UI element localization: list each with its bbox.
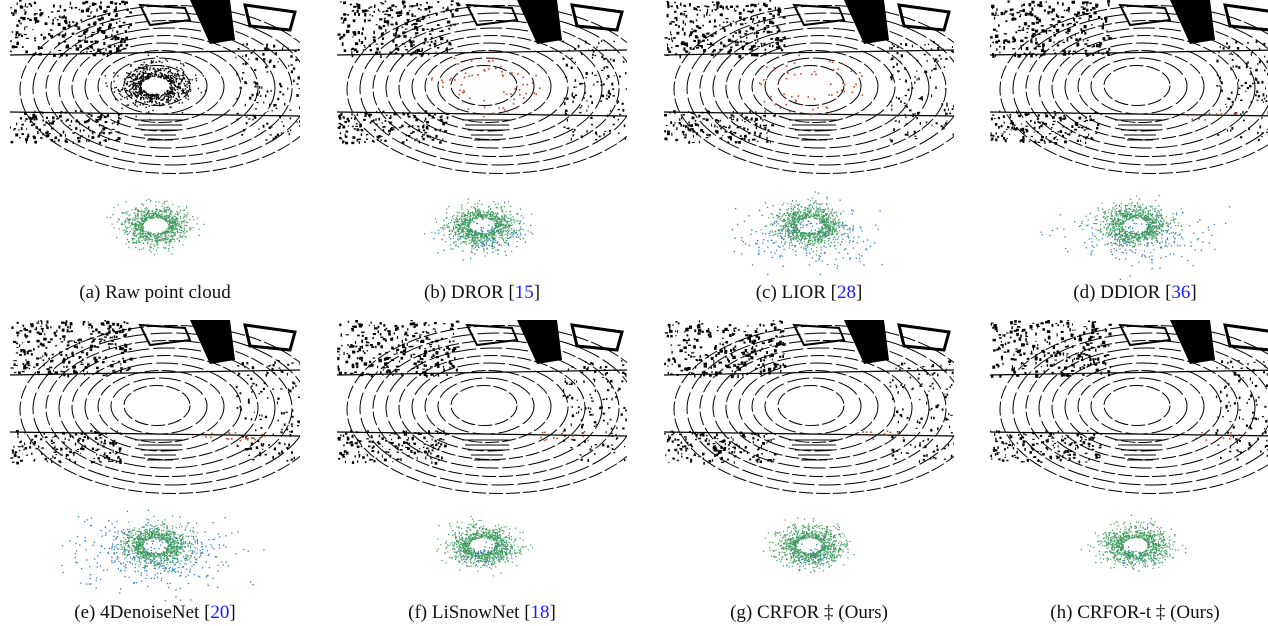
figure-panel: (g) CRFOR ‡ (Ours) <box>664 320 954 626</box>
scene-structure <box>664 0 954 174</box>
figure-panel: (e) 4DenoiseNet [20] <box>10 320 300 626</box>
point-cloud-plot <box>990 320 1268 605</box>
snow-points <box>1081 515 1187 572</box>
scene-structure <box>990 0 1268 174</box>
figure-panel: (h) CRFOR-t ‡ (Ours) <box>990 320 1268 626</box>
citation-link[interactable]: 36 <box>1171 282 1190 303</box>
citation-link[interactable]: 28 <box>837 282 856 303</box>
caption-letter: (d) <box>1073 282 1095 303</box>
snow-points <box>1082 195 1184 253</box>
noise-points <box>424 213 533 260</box>
point-cloud-plot <box>664 0 954 285</box>
figure-panel: (d) DDIOR [36] <box>990 0 1268 306</box>
point-cloud-plot <box>337 0 627 285</box>
point-cloud-plot <box>10 0 300 285</box>
snow-points <box>763 517 855 572</box>
snow-points <box>436 516 533 577</box>
snow-points <box>761 191 855 256</box>
figure-panel: (b) DROR [15] <box>337 0 627 306</box>
caption-method: Raw point cloud <box>105 282 231 303</box>
panel-caption: (h) CRFOR-t ‡ (Ours) <box>990 602 1268 624</box>
figure-panel: (f) LiSnowNet [18] <box>337 320 627 626</box>
removed-points <box>759 55 863 116</box>
citation-link[interactable]: 15 <box>515 282 534 303</box>
panel-caption: (d) DDIOR [36] <box>990 282 1268 304</box>
caption-method: DDIOR <box>1100 282 1160 303</box>
scene-structure <box>990 320 1268 494</box>
panel-caption: (g) CRFOR ‡ (Ours) <box>664 602 954 624</box>
caption-letter: (c) <box>756 282 777 303</box>
panel-caption: (b) DROR [15] <box>337 282 627 304</box>
point-cloud-plot <box>664 320 954 605</box>
caption-letter: (a) <box>79 282 100 303</box>
panel-caption: (a) Raw point cloud <box>10 282 300 304</box>
figure-panel: (c) LIOR [28] <box>664 0 954 306</box>
scene-structure <box>337 0 627 174</box>
panel-caption: (e) 4DenoiseNet [20] <box>10 602 300 624</box>
point-cloud-plot <box>337 320 627 605</box>
removed-points <box>431 57 541 117</box>
caption-method: LIOR <box>782 282 826 303</box>
scene-structure <box>10 0 300 174</box>
snow-points <box>113 516 202 573</box>
point-cloud-plot <box>10 320 300 605</box>
scene-structure <box>10 320 300 494</box>
point-cloud-plot <box>990 0 1268 285</box>
snow-points <box>106 199 204 256</box>
caption-method: DROR <box>451 282 504 303</box>
figure-panel: (a) Raw point cloud <box>10 0 300 306</box>
caption-letter: (b) <box>424 282 446 303</box>
scene-structure <box>337 320 627 494</box>
scene-structure <box>664 320 954 494</box>
panel-caption: (c) LIOR [28] <box>664 282 954 304</box>
panel-caption: (f) LiSnowNet [18] <box>337 602 627 624</box>
